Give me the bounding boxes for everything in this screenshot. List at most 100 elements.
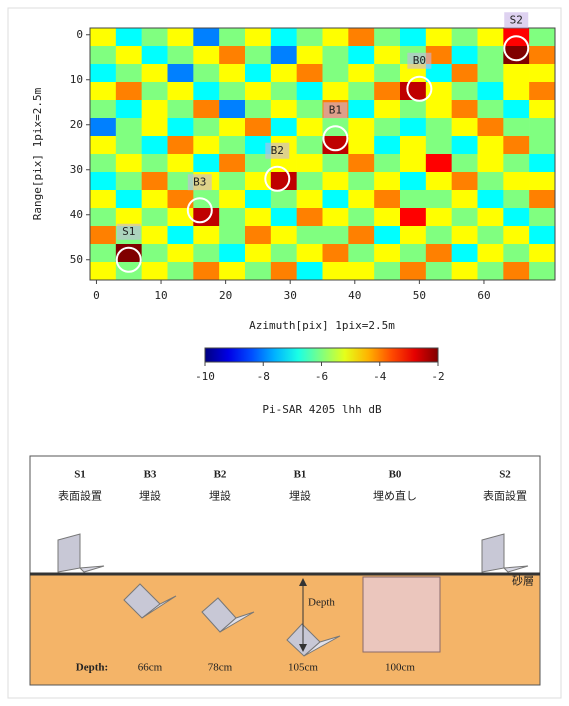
heat-cell: [219, 100, 246, 119]
heat-cell: [425, 244, 452, 263]
reflector-b1-wing: [303, 635, 341, 657]
heat-cell: [193, 244, 220, 263]
heat-cell: [193, 262, 220, 281]
heat-cell: [115, 208, 142, 227]
diagram-labels: S1 表面設置 B3 埋設 B2 埋設 B1 埋設 B0 埋め直し S2 表面設置 66cm 78cm 10…: [58, 469, 527, 674]
depth-arrow-label: Depth: [308, 597, 335, 609]
heat-cell: [348, 172, 375, 191]
heat-cell: [245, 118, 272, 137]
heat-cell: [529, 100, 556, 119]
heat-cell: [348, 208, 375, 227]
heat-cell: [245, 136, 272, 155]
x-tick-label: 30: [284, 289, 297, 302]
heat-cell: [296, 28, 323, 47]
heat-cell: [400, 262, 427, 281]
heat-cell: [167, 226, 194, 245]
heat-cell: [193, 46, 220, 65]
heat-cell: [115, 118, 142, 137]
heat-cell: [270, 172, 297, 191]
heat-cell: [503, 100, 530, 119]
heat-cell: [193, 82, 220, 101]
heat-cell: [193, 64, 220, 83]
heat-cell: [503, 190, 530, 209]
heat-cell: [477, 172, 504, 191]
heat-cell: [529, 208, 556, 227]
heat-cell: [348, 82, 375, 101]
heat-cell: [167, 82, 194, 101]
heat-cell: [374, 46, 401, 65]
refill-box: [362, 576, 441, 653]
heat-cell: [167, 118, 194, 137]
heat-cell: [296, 100, 323, 119]
heat-cell: [451, 190, 478, 209]
heat-cell: [348, 262, 375, 281]
heat-cell: [451, 118, 478, 137]
heat-cell: [90, 208, 117, 227]
heat-cell: [219, 190, 246, 209]
target-id: S1: [74, 469, 86, 481]
depth-value: 66cm: [138, 662, 163, 674]
depth-value: 78cm: [208, 662, 233, 674]
heat-cell: [400, 118, 427, 137]
heat-cell: [503, 262, 530, 281]
heat-cell: [167, 46, 194, 65]
heat-cell: [193, 100, 220, 119]
target-id: B2: [214, 469, 227, 481]
heat-cell: [193, 136, 220, 155]
heat-cell: [193, 28, 220, 47]
heat-cell: [529, 46, 556, 65]
heat-cell: [425, 28, 452, 47]
heat-cell: [90, 100, 117, 119]
heat-cell: [322, 82, 349, 101]
heat-cell: [529, 28, 556, 47]
heat-cell: [193, 154, 220, 173]
y-tick-label: 20: [70, 118, 83, 131]
heat-cell: [115, 46, 142, 65]
x-tick-label: 60: [477, 289, 490, 302]
heat-cell: [167, 172, 194, 191]
heat-cell: [503, 64, 530, 83]
target-label: S1: [122, 225, 135, 238]
heat-cell: [141, 262, 168, 281]
target-id: B3: [144, 469, 157, 481]
heat-cell: [296, 136, 323, 155]
heat-cell: [400, 154, 427, 173]
heat-cell: [115, 100, 142, 119]
heat-cell: [141, 118, 168, 137]
heat-cell: [451, 244, 478, 263]
heat-cell: [245, 100, 272, 119]
reflector-b2-wing: [219, 611, 255, 633]
x-tick-label: 20: [219, 289, 232, 302]
heat-cell: [322, 28, 349, 47]
heat-cell: [425, 208, 452, 227]
heat-cell: [400, 208, 427, 227]
heat-cell: [90, 64, 117, 83]
heat-cell: [193, 208, 220, 227]
heat-cell: [219, 244, 246, 263]
heat-cell: [348, 154, 375, 173]
heat-cell: [115, 172, 142, 191]
y-tick-label: 40: [70, 208, 83, 221]
heat-cell: [296, 64, 323, 83]
heat-cell: [141, 226, 168, 245]
heat-cell: [90, 244, 117, 263]
heat-cell: [245, 154, 272, 173]
heat-cell: [425, 172, 452, 191]
heat-cell: [451, 82, 478, 101]
heat-cell: [296, 46, 323, 65]
heat-cell: [503, 172, 530, 191]
heat-cell: [477, 28, 504, 47]
heat-cell: [167, 136, 194, 155]
heat-cell: [141, 208, 168, 227]
heat-cell: [219, 208, 246, 227]
target-circle: [264, 165, 291, 192]
heat-cell: [270, 244, 297, 263]
x-tick-label: 50: [413, 289, 426, 302]
heat-cell: [193, 118, 220, 137]
heat-cell: [90, 190, 117, 209]
heat-cell: [322, 244, 349, 263]
heat-cell: [90, 28, 117, 47]
heat-cell: [270, 46, 297, 65]
heat-cell: [141, 190, 168, 209]
target-circle: [406, 75, 433, 102]
